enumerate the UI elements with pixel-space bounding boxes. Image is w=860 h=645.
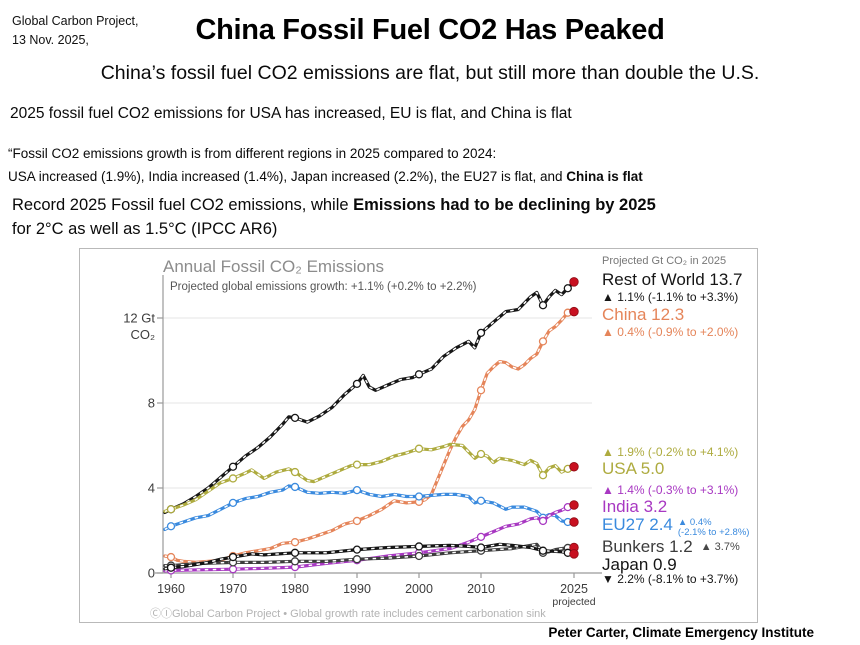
svg-text:2000: 2000 bbox=[405, 582, 433, 596]
legend-rest-of-world-label: Rest of World 13.7 bbox=[602, 270, 743, 289]
legend-japan-growth: ▼ 2.2% (-8.1% to +3.7%) bbox=[602, 572, 739, 586]
record-regular: Record 2025 Fossil fuel CO2 emissions, w… bbox=[12, 196, 354, 214]
svg-text:CO₂: CO₂ bbox=[130, 327, 155, 342]
legend-bunkers-row: Bunkers 1.2 ▲ 3.7% bbox=[602, 537, 740, 557]
record-line-2: for 2°C as well as 1.5°C (IPCC AR6) bbox=[12, 219, 278, 238]
credit: Peter Carter, Climate Emergency Institut… bbox=[548, 625, 814, 640]
svg-text:1960: 1960 bbox=[157, 582, 185, 596]
quote-block: “Fossil CO2 emissions growth is from dif… bbox=[8, 143, 643, 189]
legend-eu27-growth: ▲ 0.4% (-2.1% to +2.8%) bbox=[677, 517, 750, 538]
quote-line-1: “Fossil CO2 emissions growth is from dif… bbox=[8, 146, 497, 161]
legend-usa-label: USA 5.0 bbox=[602, 459, 665, 478]
chart-projection-note: Projected global emissions growth: +1.1%… bbox=[170, 281, 477, 293]
svg-text:projected: projected bbox=[552, 596, 595, 608]
subtitle: China’s fossil fuel CO2 emissions are fl… bbox=[100, 62, 760, 84]
chart-panel: 0 4 8 12 Gt CO₂ 1960 1970 1980 1990 2000 2010 2025 p… bbox=[79, 248, 758, 623]
legend-rest-of-world-growth: ▲ 1.1% (-1.1% to +3.3%) bbox=[602, 290, 739, 304]
legend-usa-growth: ▲ 1.9% (-0.2% to +4.1%) bbox=[602, 445, 739, 459]
legend-bunkers-label: Bunkers 1.2 bbox=[602, 537, 693, 556]
svg-text:2025: 2025 bbox=[560, 582, 588, 596]
svg-text:1980: 1980 bbox=[281, 582, 309, 596]
legend-eu27-row: EU27 2.4 ▲ 0.4% (-2.1% to +2.8%) bbox=[602, 515, 750, 538]
svg-text:1990: 1990 bbox=[343, 582, 371, 596]
quote-line-2: USA increased (1.9%), India increased (1… bbox=[8, 166, 643, 189]
svg-text:12 Gt: 12 Gt bbox=[123, 311, 155, 326]
record-statement: Record 2025 Fossil fuel CO2 emissions, w… bbox=[12, 194, 656, 242]
quote-line-2-bold: China is flat bbox=[566, 168, 643, 184]
page-title: China Fossil Fuel CO2 Has Peaked bbox=[195, 14, 665, 46]
record-bold: Emissions had to be declining by 2025 bbox=[353, 196, 656, 214]
record-line-1: Record 2025 Fossil fuel CO2 emissions, w… bbox=[12, 194, 656, 218]
legend-header: Projected Gt CO₂ in 2025 bbox=[602, 255, 727, 267]
svg-text:2010: 2010 bbox=[467, 582, 495, 596]
svg-text:0: 0 bbox=[148, 566, 155, 581]
legend-china-label: China 12.3 bbox=[602, 305, 685, 324]
legend-india-growth: ▲ 1.4% (-0.3% to +3.1%) bbox=[602, 483, 739, 497]
chart-footnote: ⒸⒾGlobal Carbon Project • Global growth … bbox=[150, 608, 546, 620]
legend-india-label: India 3.2 bbox=[602, 497, 668, 516]
legend-china-growth: ▲ 0.4% (-0.9% to +2.0%) bbox=[602, 325, 739, 339]
legend-eu27-label: EU27 2.4 bbox=[602, 515, 673, 534]
svg-text:1970: 1970 bbox=[219, 582, 247, 596]
quote-line-2-regular: USA increased (1.9%), India increased (1… bbox=[8, 168, 567, 184]
svg-text:8: 8 bbox=[148, 396, 155, 411]
legend-bunkers-growth: ▲ 3.7% bbox=[700, 541, 740, 553]
source-line-1: Global Carbon Project, bbox=[12, 14, 139, 28]
source-line-2: 13 Nov. 2025, bbox=[12, 32, 89, 47]
svg-text:4: 4 bbox=[148, 481, 155, 496]
legend-japan-label: Japan 0.9 bbox=[602, 555, 677, 574]
source-attribution: Global Carbon Project, 13 Nov. 2025, bbox=[12, 12, 138, 50]
chart-title: Annual Fossil CO₂ Emissions bbox=[163, 257, 385, 276]
summary-line: 2025 fossil fuel CO2 emissions for USA h… bbox=[10, 105, 572, 122]
